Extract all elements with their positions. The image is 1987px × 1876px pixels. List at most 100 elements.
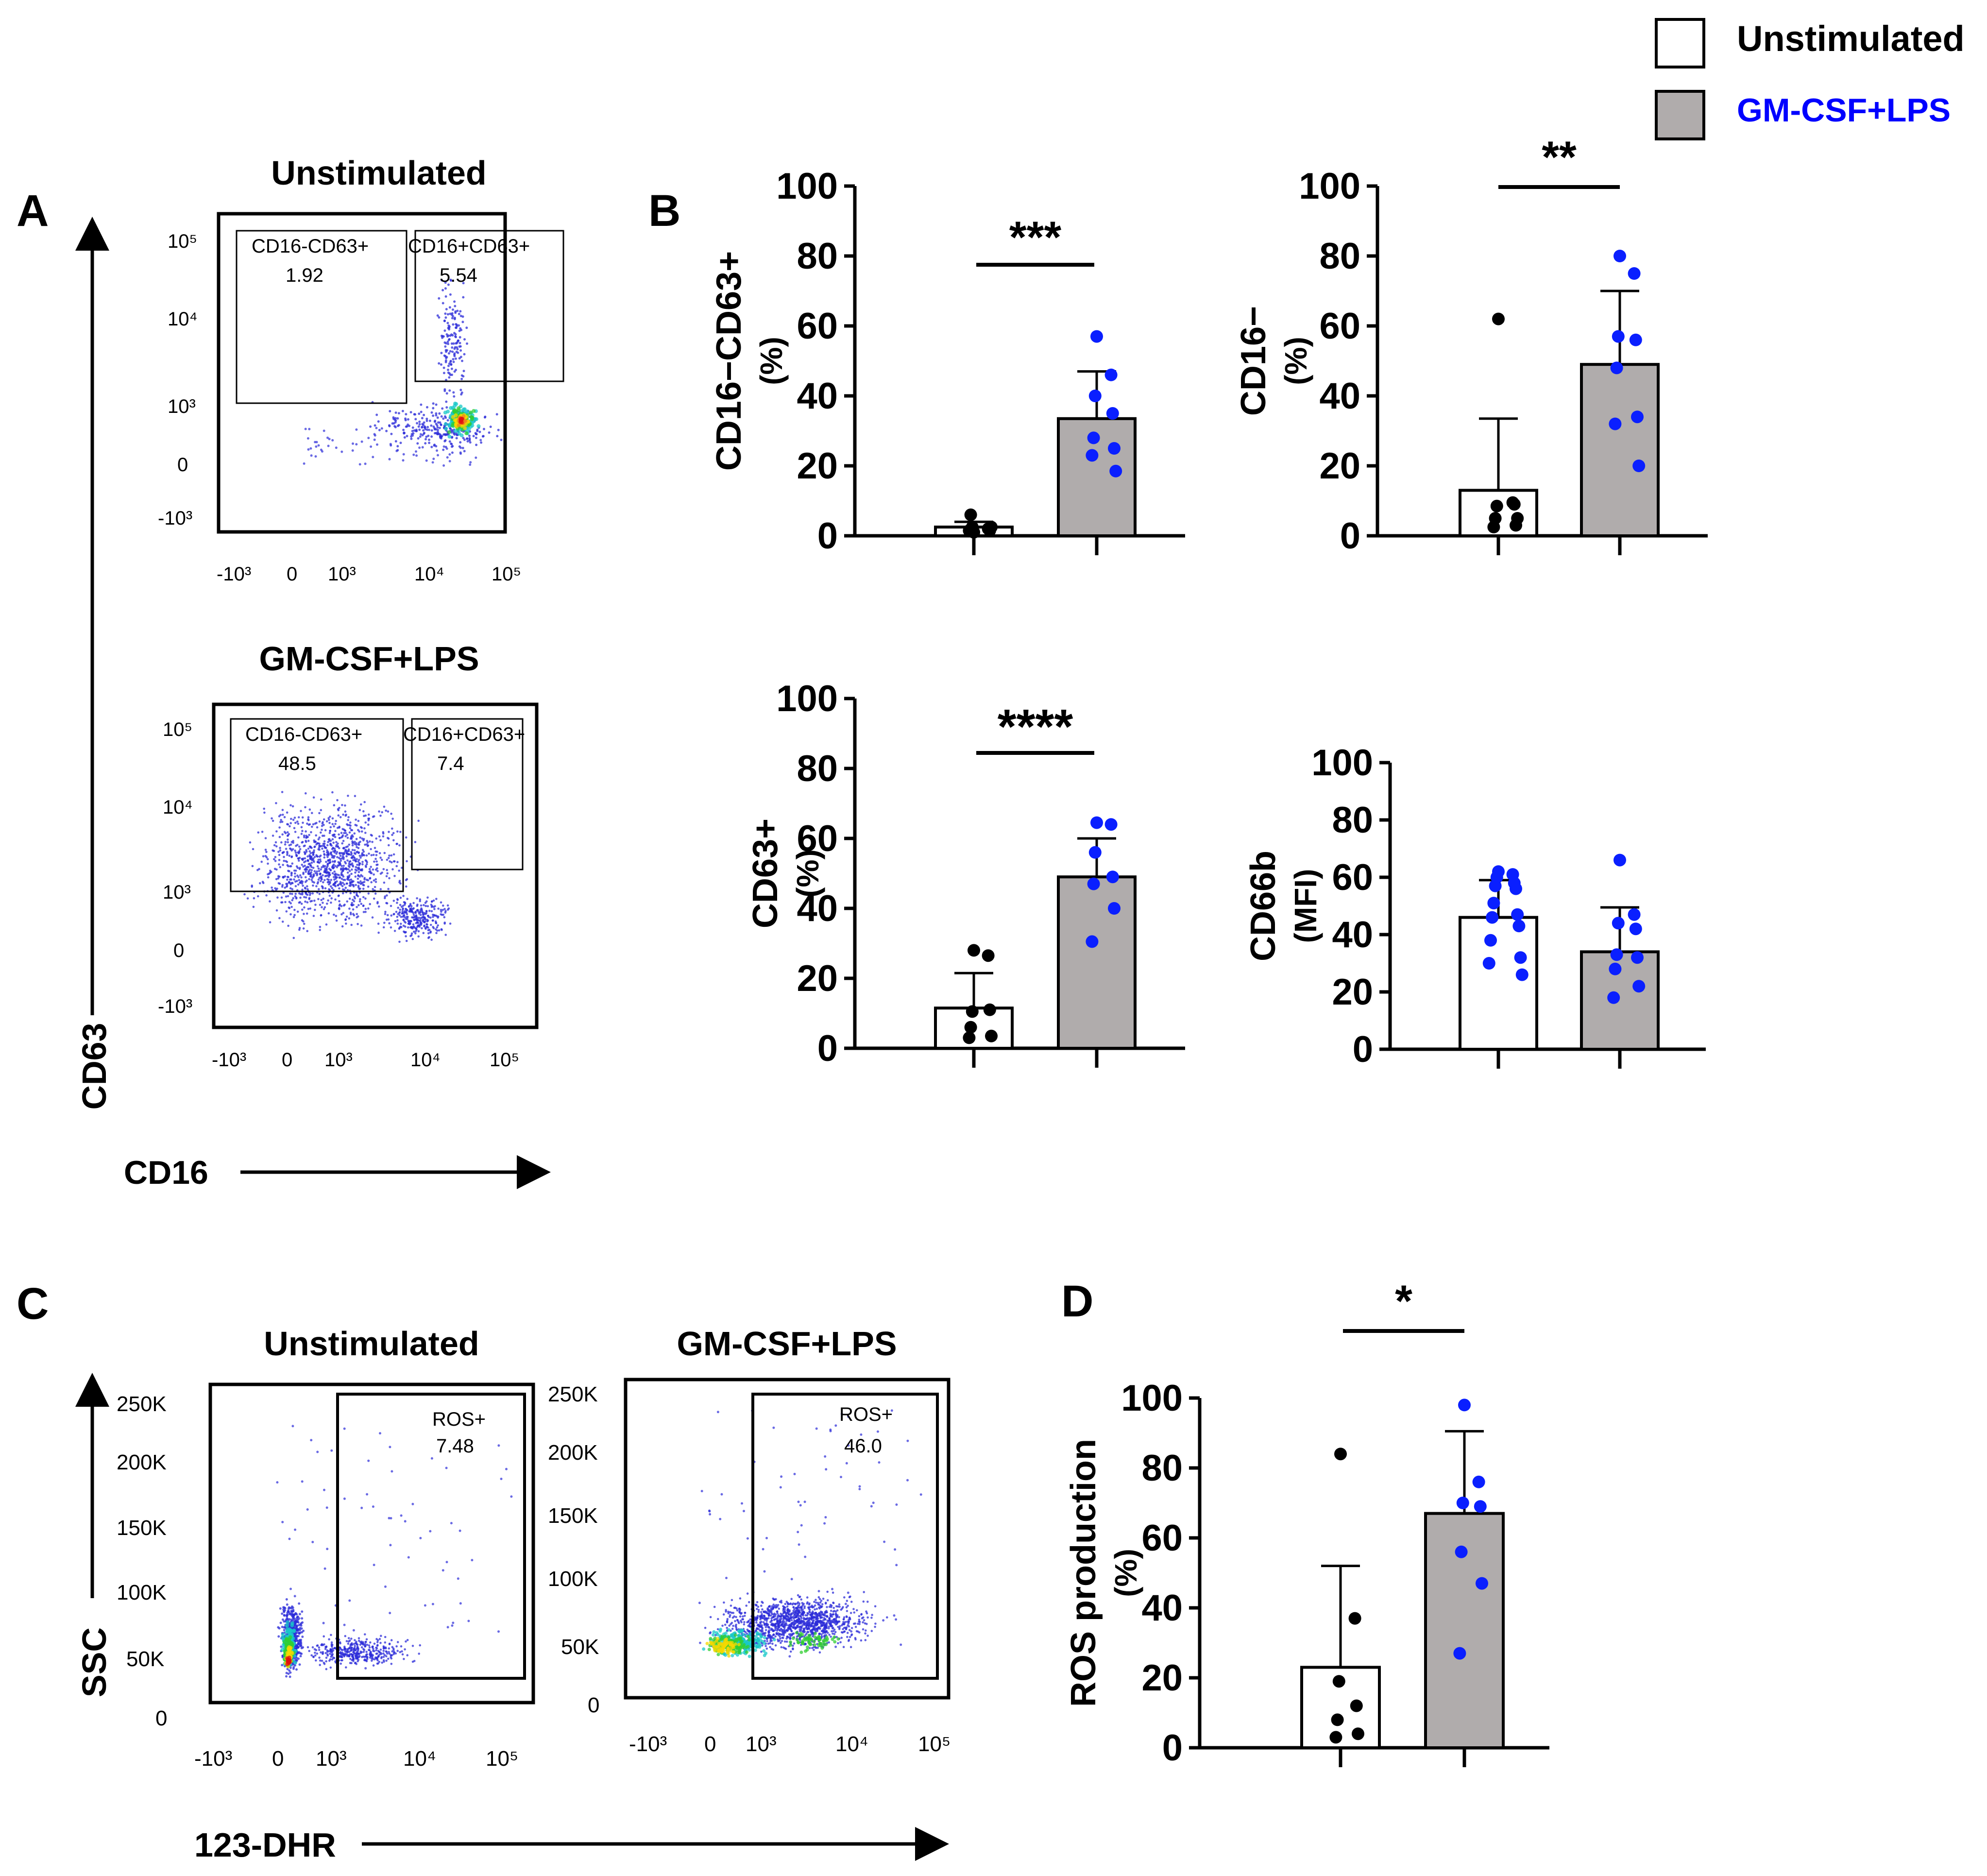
event-dot <box>311 892 314 895</box>
event-dot <box>308 427 311 430</box>
event-dot <box>391 868 394 870</box>
event-dot <box>332 1656 335 1659</box>
event-dot <box>386 914 389 917</box>
event-dot <box>343 1427 346 1430</box>
event-dot <box>279 847 281 849</box>
event-dot <box>301 1636 304 1638</box>
event-dot <box>447 368 449 371</box>
event-dot <box>447 283 450 286</box>
event-dot <box>318 846 321 849</box>
event-dot <box>398 911 401 914</box>
event-dot <box>356 913 358 915</box>
event-dot <box>329 1649 332 1652</box>
event-dot <box>386 858 389 861</box>
event-dot <box>352 865 355 868</box>
event-dot <box>449 360 452 363</box>
event-dot <box>769 1614 772 1617</box>
event-dot <box>362 887 365 890</box>
event-dot <box>330 1654 333 1656</box>
event-dot <box>401 912 404 915</box>
event-dot <box>446 322 449 324</box>
event-dot <box>354 1649 357 1651</box>
event-dot <box>303 861 306 864</box>
event-dot <box>832 1630 835 1633</box>
event-dot <box>361 875 364 878</box>
event-dot <box>900 1643 902 1646</box>
event-dot <box>299 1654 302 1657</box>
event-dot <box>411 938 414 940</box>
event-dot <box>415 918 418 921</box>
event-dot <box>443 415 446 418</box>
event-dot <box>274 856 277 858</box>
event-dot <box>300 810 302 812</box>
event-dot <box>775 1618 778 1620</box>
event-dot <box>781 1620 784 1623</box>
event-dot <box>378 852 381 854</box>
event-dot <box>318 1646 321 1649</box>
event-dot <box>746 1628 749 1631</box>
event-dot <box>447 371 450 374</box>
event-dot <box>326 1548 329 1551</box>
event-dot <box>743 1510 745 1513</box>
event-dot <box>860 1639 863 1642</box>
event-dot <box>865 1610 867 1613</box>
event-dot <box>352 899 354 901</box>
event-dot <box>292 897 294 900</box>
event-dot <box>790 1578 793 1581</box>
event-dot <box>301 880 304 883</box>
event-dot <box>500 439 503 442</box>
event-dot <box>405 885 408 888</box>
event-dot <box>448 328 451 331</box>
event-dot <box>840 1413 843 1416</box>
event-dot <box>330 1449 333 1452</box>
event-dot <box>755 1604 758 1607</box>
event-dot <box>388 831 390 833</box>
flow-dots <box>276 1425 513 1678</box>
gate-box <box>414 230 564 382</box>
event-dot <box>375 426 378 429</box>
event-dot <box>293 1657 296 1660</box>
event-dot <box>737 1620 740 1623</box>
event-dot <box>333 883 335 886</box>
event-dot <box>380 427 383 430</box>
event-dot <box>357 867 360 869</box>
event-dot <box>287 841 289 844</box>
event-dot <box>338 907 340 910</box>
event-dot <box>330 1641 333 1644</box>
event-dot <box>360 882 363 885</box>
event-dot <box>725 1577 728 1579</box>
event-dot <box>416 897 418 900</box>
event-dot <box>304 900 306 903</box>
event-dot <box>294 1664 296 1667</box>
event-dot <box>389 443 392 445</box>
event-dot <box>362 810 365 813</box>
event-dot <box>302 821 304 824</box>
event-dot <box>732 1624 734 1627</box>
event-dot <box>411 911 414 913</box>
event-dot <box>363 827 366 830</box>
event-dot <box>346 1653 348 1656</box>
event-dot <box>843 1616 846 1619</box>
event-dot <box>721 1624 724 1627</box>
event-dot <box>780 1601 783 1604</box>
event-dot <box>346 882 348 885</box>
event-dot <box>372 868 374 871</box>
event-dot <box>347 1655 350 1657</box>
event-dot <box>390 926 392 929</box>
event-dot <box>391 818 394 820</box>
event-dot <box>299 867 301 869</box>
event-dot <box>798 1604 800 1606</box>
event-dot <box>769 1609 772 1611</box>
event-dot <box>732 1612 735 1614</box>
event-dot <box>348 907 351 910</box>
event-dot <box>415 450 417 453</box>
event-dot <box>392 417 395 420</box>
event-dot <box>428 419 431 422</box>
event-dot <box>339 853 341 855</box>
event-dot <box>436 926 439 929</box>
event-dot <box>305 896 307 899</box>
event-dot <box>762 1548 764 1551</box>
event-dot <box>435 423 438 426</box>
event-dot <box>290 856 293 858</box>
event-dot <box>443 426 448 431</box>
